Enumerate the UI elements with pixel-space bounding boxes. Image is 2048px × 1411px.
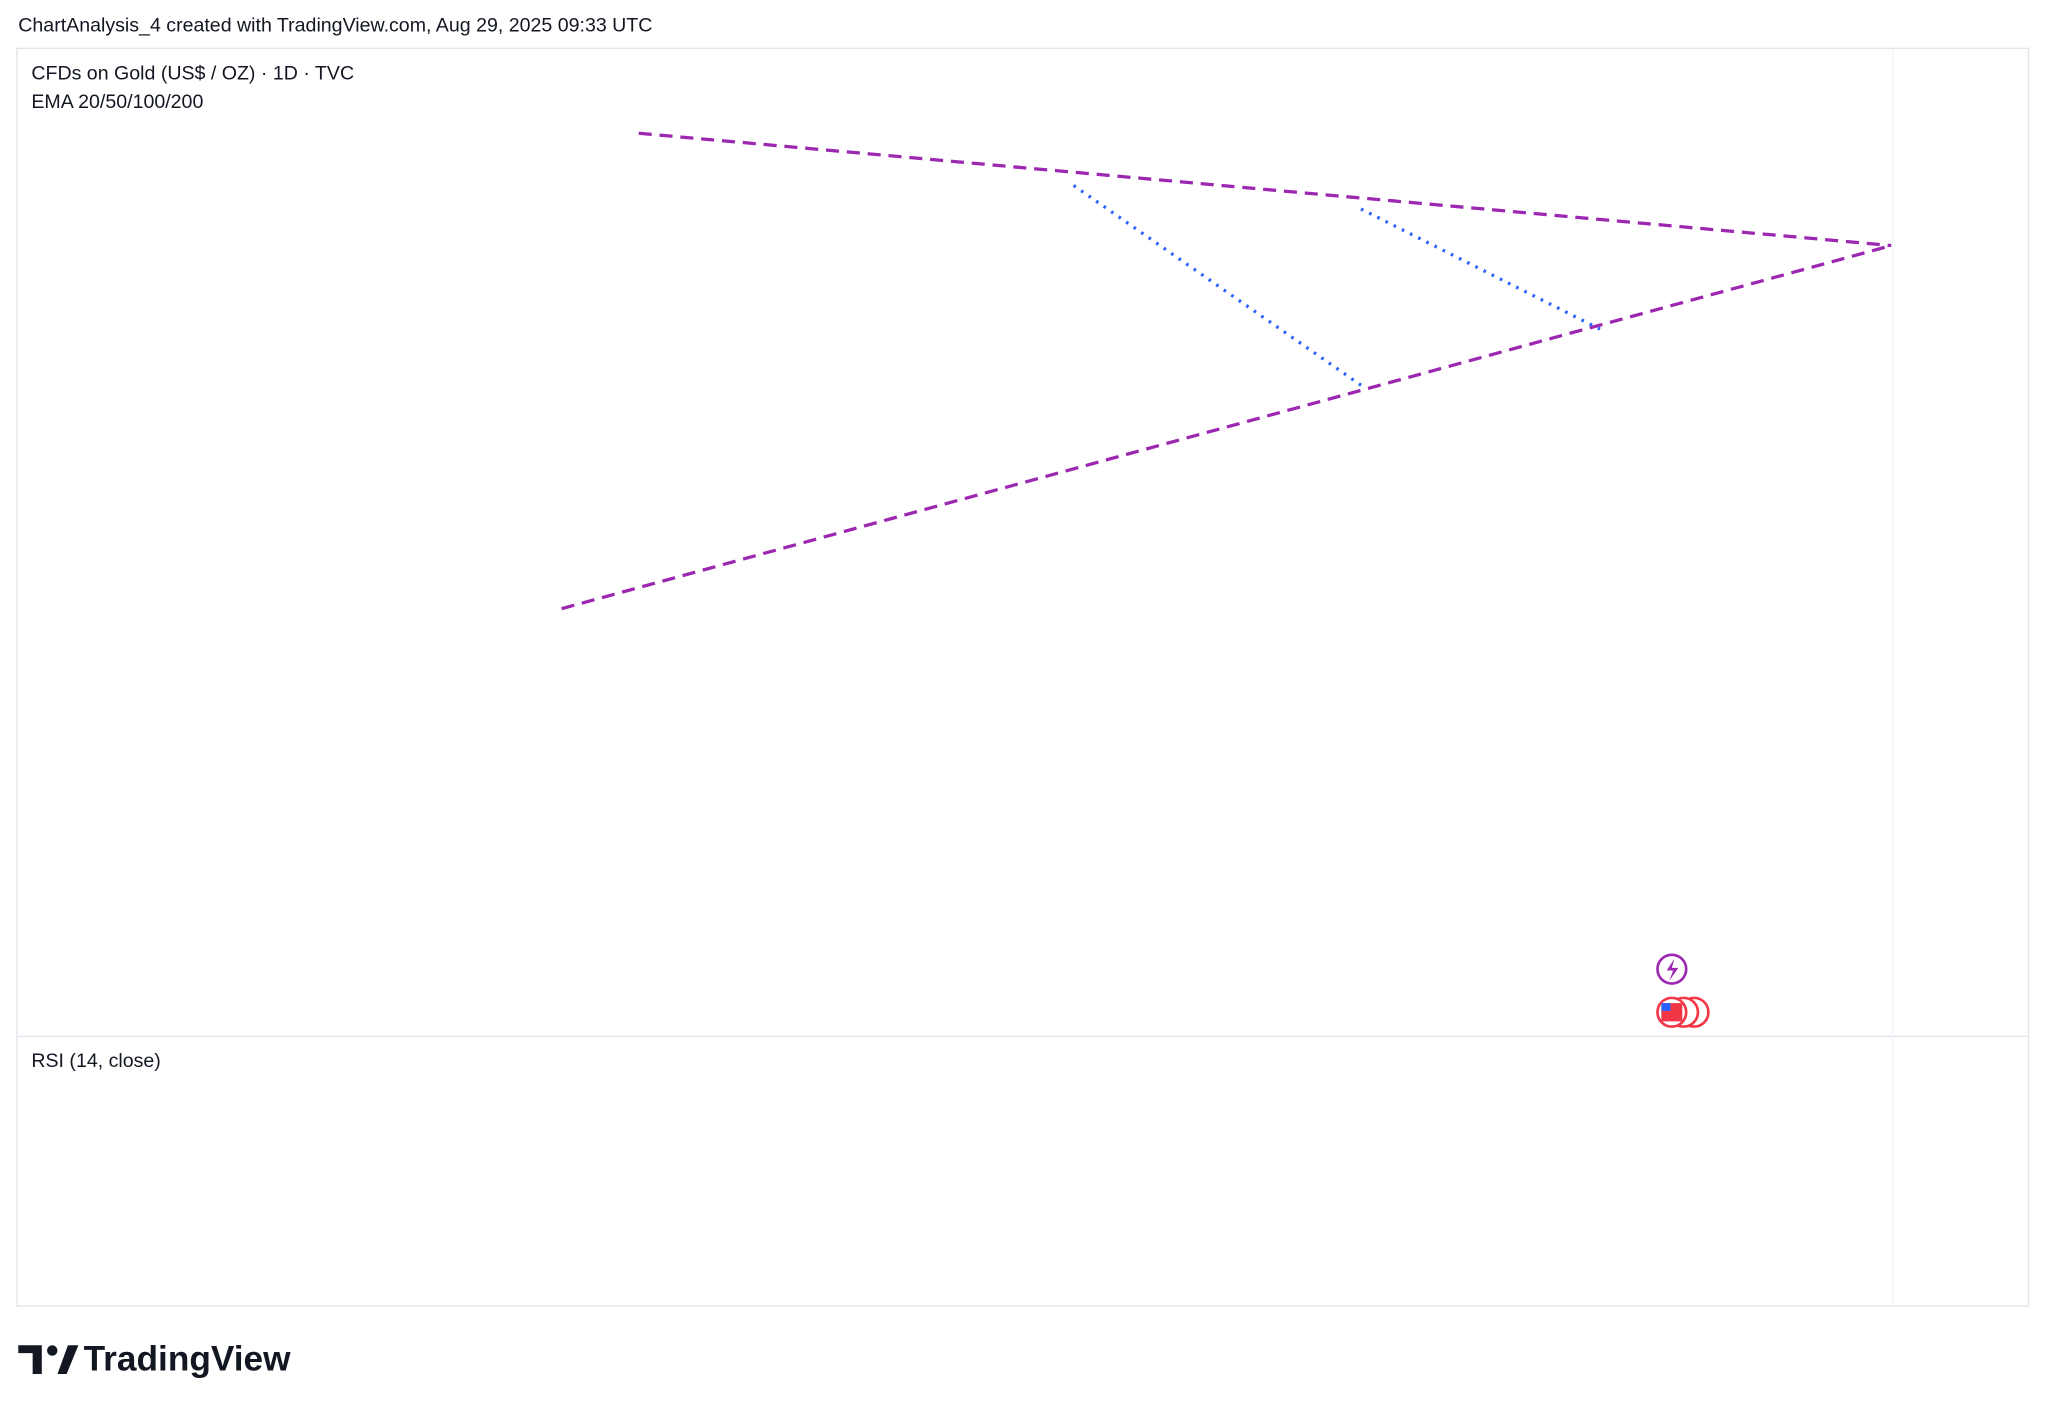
trendline — [1072, 184, 1366, 390]
trendline — [561, 243, 1892, 611]
logo: TradingView — [18, 1339, 291, 1378]
event-icons[interactable] — [1656, 953, 1710, 1028]
caption: ChartAnalysis_4 created with TradingView… — [18, 14, 652, 36]
ema-label: EMA 20/50/100/200 — [31, 91, 203, 113]
rsi-label: RSI (14, close) — [31, 1050, 160, 1072]
trendline — [638, 131, 1892, 248]
trendline — [1360, 207, 1601, 331]
header-line: CFDs on Gold (US$ / OZ) · 1D · TVC — [31, 63, 354, 85]
symbol: CFDs on Gold (US$ / OZ) · 1D · TVC — [31, 63, 354, 85]
logo-text: TradingView — [84, 1339, 292, 1378]
ema-legend: EMA 20/50/100/200 — [31, 91, 203, 113]
frame — [16, 47, 2030, 1307]
rsi-legend: RSI (14, close) — [31, 1050, 160, 1072]
